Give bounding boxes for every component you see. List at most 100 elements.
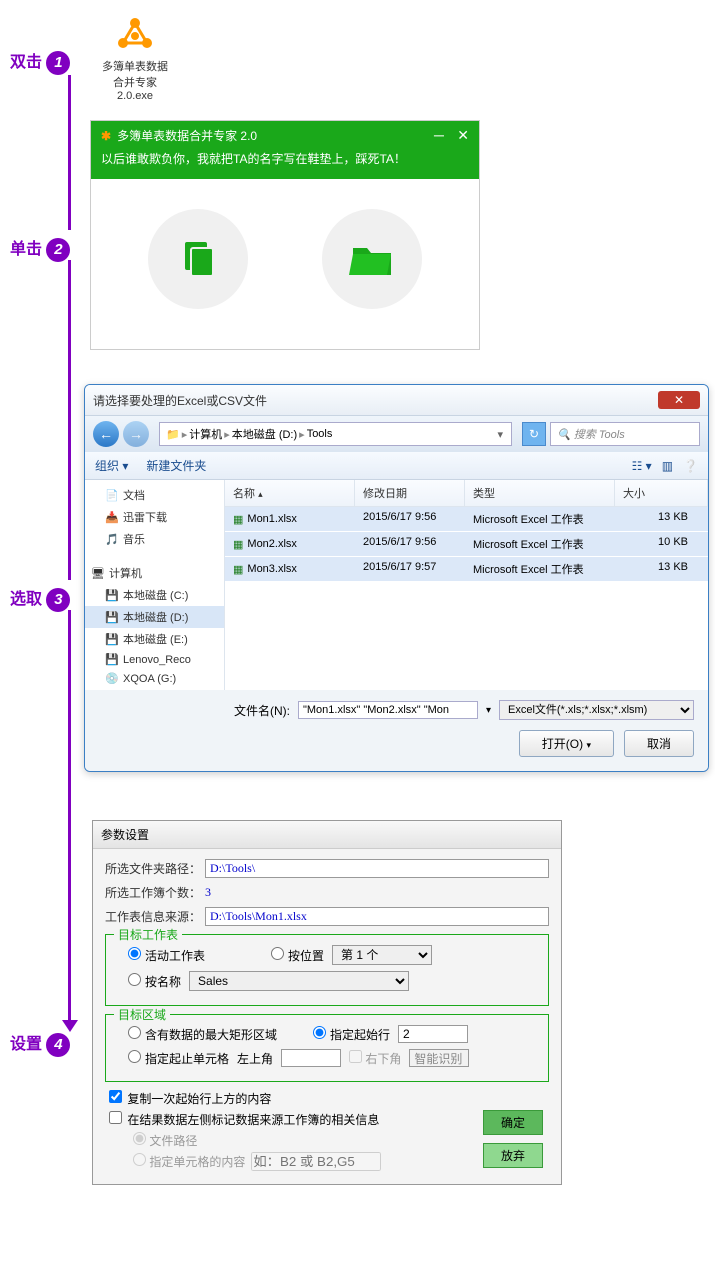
count-value: 3 xyxy=(205,885,211,900)
drive-icon: 💾 xyxy=(105,611,119,624)
radio-start-row[interactable]: 指定起始行 xyxy=(313,1026,390,1043)
source-input[interactable] xyxy=(205,907,549,926)
sidebar-drive[interactable]: 💾本地磁盘 (E:) xyxy=(85,628,224,650)
path-label: 所选文件夹路径： xyxy=(105,860,205,877)
sidebar-item-thunder[interactable]: 📥迅雷下载 xyxy=(85,506,224,528)
radio-range[interactable]: 指定起止单元格 xyxy=(128,1050,229,1067)
nav-back-button[interactable]: ← xyxy=(93,421,119,447)
minimize-icon[interactable]: ─ xyxy=(434,127,444,143)
target-sheet-group: 目标工作表 活动工作表 按位置 第 1 个 按名称 Sales xyxy=(105,934,549,1006)
sidebar: 📄文档 📥迅雷下载 🎵音乐 🖥计算机 💾本地磁盘 (C:)💾本地磁盘 (D:)💾… xyxy=(85,480,225,690)
arrow-head xyxy=(62,1020,78,1032)
xlsx-icon: ▦ xyxy=(233,513,243,526)
drive-icon: 💾 xyxy=(105,589,119,602)
bottomright-check: 右下角 xyxy=(349,1050,401,1067)
file-row[interactable]: ▦Mon3.xlsx2015/6/17 9:57Microsoft Excel … xyxy=(225,557,708,582)
select-files-button[interactable] xyxy=(148,209,248,309)
group1-legend: 目标工作表 xyxy=(114,926,182,943)
preview-button[interactable]: ▥ xyxy=(662,459,673,473)
sidebar-drive[interactable]: 💾本地磁盘 (D:) xyxy=(85,606,224,628)
computer-icon: 🖥 xyxy=(91,567,105,580)
path-input[interactable] xyxy=(205,859,549,878)
sidebar-computer[interactable]: 🖥计算机 xyxy=(85,562,224,584)
drive-icon: 💾 xyxy=(105,653,119,666)
desktop-icon-label: 多簿单表数据合并专家2.0.exe xyxy=(100,58,170,102)
sidebar-drive[interactable]: 💿XQOA (G:) xyxy=(85,669,224,688)
xlsx-icon: ▦ xyxy=(233,538,243,551)
search-input[interactable]: 🔍 搜索 Tools xyxy=(550,422,700,446)
sidebar-drive[interactable]: 💾Lenovo_Reco xyxy=(85,650,224,669)
drive-icon: 💿 xyxy=(105,672,119,685)
col-date[interactable]: 修改日期 xyxy=(355,480,465,506)
files-icon xyxy=(173,234,223,284)
position-select[interactable]: 第 1 个 xyxy=(332,945,432,965)
col-name[interactable]: 名称 ▴ xyxy=(225,480,355,506)
open-button[interactable]: 打开(O) ▾ xyxy=(519,730,614,757)
cellcontent-input xyxy=(251,1152,381,1171)
ok-button[interactable]: 确定 xyxy=(483,1110,543,1135)
source-label: 工作表信息来源： xyxy=(105,908,205,925)
check-copy-above[interactable]: 复制一次起始行上方的内容 xyxy=(109,1090,271,1107)
folder-icon xyxy=(347,234,397,284)
app-logo-small: ✱ xyxy=(101,129,111,143)
group2-legend: 目标区域 xyxy=(114,1006,170,1023)
radio-max-rect[interactable]: 含有数据的最大矩形区域 xyxy=(128,1026,277,1043)
refresh-button[interactable]: ↻ xyxy=(522,422,546,446)
app-titlebar: ✱ 多簿单表数据合并专家 2.0 ─ ✕ xyxy=(91,121,479,150)
step1-label: 双击 1 xyxy=(10,48,70,75)
crumb-drive[interactable]: 本地磁盘 (D:) xyxy=(232,426,297,442)
step3-label: 选取 3 xyxy=(10,585,70,612)
desktop-exe-icon[interactable]: 多簿单表数据合并专家2.0.exe xyxy=(100,15,170,102)
dialog-close-button[interactable]: ✕ xyxy=(658,391,700,409)
col-size[interactable]: 大小 xyxy=(615,480,708,506)
app-logo-icon xyxy=(115,15,155,55)
file-row[interactable]: ▦Mon1.xlsx2015/6/17 9:56Microsoft Excel … xyxy=(225,507,708,532)
settings-title: 参数设置 xyxy=(93,821,561,849)
topleft-input[interactable] xyxy=(281,1049,341,1067)
crumb-folder[interactable]: Tools xyxy=(307,428,333,440)
radio-by-position[interactable]: 按位置 xyxy=(271,947,324,964)
step4-label: 设置 4 xyxy=(10,1030,70,1057)
help-button[interactable]: ❔ xyxy=(683,459,698,473)
search-icon: 🔍 xyxy=(557,428,571,441)
sidebar-item-docs[interactable]: 📄文档 xyxy=(85,484,224,506)
dialog-title: 请选择要处理的Excel或CSV文件 xyxy=(93,392,658,409)
file-open-dialog: 请选择要处理的Excel或CSV文件 ✕ ← → 📁 ▸ 计算机▸ 本地磁盘 (… xyxy=(84,384,709,772)
cancel-button[interactable]: 取消 xyxy=(624,730,694,757)
app-title: 多簿单表数据合并专家 2.0 xyxy=(117,127,257,144)
radio-cellcontent: 指定单元格的内容 xyxy=(133,1153,245,1170)
settings-dialog: 参数设置 所选文件夹路径： 所选工作簿个数： 3 工作表信息来源： 目标工作表 … xyxy=(92,820,562,1185)
file-row[interactable]: ▦Mon2.xlsx2015/6/17 9:56Microsoft Excel … xyxy=(225,532,708,557)
radio-filepath: 文件路径 xyxy=(133,1132,197,1149)
filter-select[interactable]: Excel文件(*.xls;*.xlsx;*.xlsm) xyxy=(499,700,694,720)
name-select[interactable]: Sales xyxy=(189,971,409,991)
view-button[interactable]: ☷ ▾ xyxy=(632,459,652,473)
crumb-computer[interactable]: 计算机 xyxy=(189,426,222,442)
doc-icon: 📄 xyxy=(105,489,119,502)
radio-active-sheet[interactable]: 活动工作表 xyxy=(128,947,205,964)
filename-input[interactable] xyxy=(298,701,478,719)
sidebar-drive[interactable]: 💾本地磁盘 (C:) xyxy=(85,584,224,606)
breadcrumb[interactable]: 📁 ▸ 计算机▸ 本地磁盘 (D:)▸ Tools ▾ xyxy=(159,422,512,446)
abandon-button[interactable]: 放弃 xyxy=(483,1143,543,1168)
bottomright-input xyxy=(409,1049,469,1067)
organize-button[interactable]: 组织 ▾ xyxy=(95,457,128,474)
arrow-1 xyxy=(68,75,71,230)
close-icon[interactable]: ✕ xyxy=(457,127,469,143)
nav-forward-button[interactable]: → xyxy=(123,421,149,447)
download-icon: 📥 xyxy=(105,511,119,524)
step2-label: 单击 2 xyxy=(10,235,70,262)
radio-by-name[interactable]: 按名称 xyxy=(128,973,181,990)
filename-label: 文件名(N): xyxy=(234,702,290,719)
app-subtitle: 以后谁敢欺负你，我就把TA的名字写在鞋垫上，踩死TA！ xyxy=(91,150,479,179)
check-mark-source[interactable]: 在结果数据左侧标记数据来源工作簿的相关信息 xyxy=(109,1111,379,1128)
col-type[interactable]: 类型 xyxy=(465,480,615,506)
topleft-label: 左上角 xyxy=(237,1050,273,1067)
sidebar-item-music[interactable]: 🎵音乐 xyxy=(85,528,224,550)
select-folder-button[interactable] xyxy=(322,209,422,309)
target-range-group: 目标区域 含有数据的最大矩形区域 指定起始行 指定起止单元格 左上角 右下角 xyxy=(105,1014,549,1082)
arrow-3 xyxy=(68,610,71,1020)
newfolder-button[interactable]: 新建文件夹 xyxy=(146,457,206,474)
startrow-input[interactable] xyxy=(398,1025,468,1043)
file-list: 名称 ▴ 修改日期 类型 大小 ▦Mon1.xlsx2015/6/17 9:56… xyxy=(225,480,708,690)
